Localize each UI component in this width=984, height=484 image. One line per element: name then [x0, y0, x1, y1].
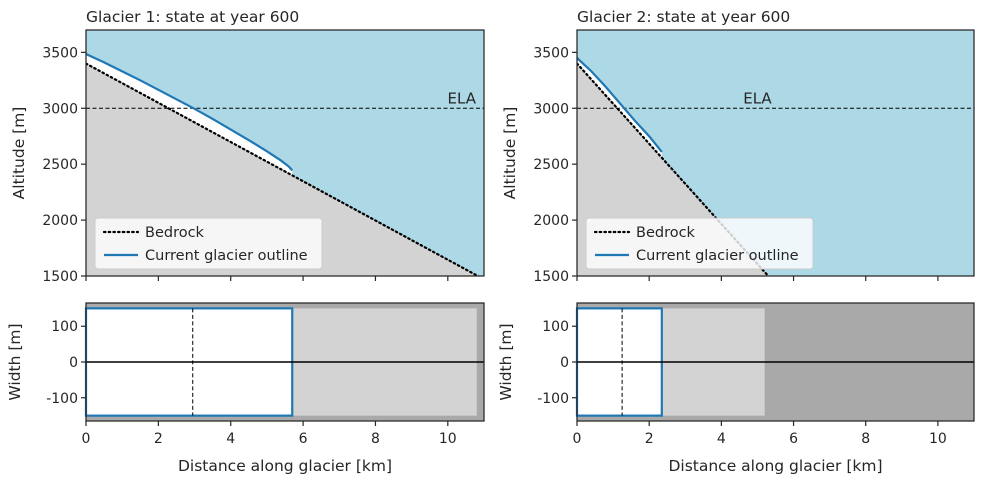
x-axis-label: Distance along glacier [km] [668, 457, 882, 475]
x-tick-label: 6 [789, 431, 798, 447]
x-axis-label: Distance along glacier [km] [178, 457, 392, 475]
bedrock-line [86, 62, 481, 276]
x-tick-label: 10 [439, 431, 457, 447]
y-tick-label: 0 [560, 355, 569, 371]
y-axis-label: Altitude [m] [10, 107, 28, 200]
bedrock-line [577, 62, 770, 276]
y-tick-label: 3000 [42, 101, 78, 117]
x-tick-label: 0 [82, 431, 91, 447]
x-tick-label: 0 [573, 431, 582, 447]
y-axis-label: Width [m] [6, 323, 24, 400]
x-tick-label: 8 [861, 431, 870, 447]
x-tick-label: 8 [371, 431, 380, 447]
legend-glacier-label: Current glacier outline [145, 248, 308, 264]
y-tick-label: 0 [69, 355, 78, 371]
plot-area [577, 30, 974, 276]
y-tick-label: 100 [51, 319, 78, 335]
panel-title: Glacier 2: state at year 600 [577, 8, 790, 26]
glacier-ice-fill [86, 54, 293, 176]
x-tick-label: 2 [154, 431, 163, 447]
y-tick-label: 2000 [42, 213, 78, 229]
panel-title: Glacier 1: state at year 600 [86, 8, 299, 26]
y-tick-label: 3000 [533, 101, 569, 117]
legend-box [585, 217, 814, 270]
legend-box [94, 217, 323, 270]
x-tick-label: 4 [717, 431, 726, 447]
x-tick-label: 4 [226, 431, 235, 447]
y-axis-label: Altitude [m] [501, 107, 519, 200]
legend-glacier-label: Current glacier outline [636, 248, 799, 264]
y-tick-label: 3500 [42, 45, 78, 61]
x-tick-label: 6 [299, 431, 308, 447]
legend-bedrock-label: Bedrock [636, 225, 696, 241]
y-tick-label: 3500 [533, 45, 569, 61]
y-tick-label: 1500 [533, 269, 569, 285]
width-panel-2: -100 0 100 0 2 4 6 8 10 Distance along glacier [k… [497, 302, 975, 475]
ela-label: ELA [448, 89, 477, 107]
y-tick-label: 100 [542, 319, 569, 335]
y-tick-label: -100 [537, 391, 569, 407]
altitude-panel-1: ELA 1500 2000 2500 3000 3500 Glacier 1: state … [10, 8, 485, 285]
legend: Bedrock Current glacier outline [94, 217, 323, 270]
plot-area [86, 30, 484, 276]
y-tick-label: 1500 [42, 269, 78, 285]
y-tick-label: 2500 [42, 157, 78, 173]
altitude-panel-2: ELA 1500 2000 2500 3000 3500 Glacier 2: state … [501, 8, 975, 285]
x-tick-label: 2 [645, 431, 654, 447]
y-tick-label: 2000 [533, 213, 569, 229]
axes-frame [576, 29, 975, 277]
y-tick-label: -100 [46, 391, 78, 407]
x-tick-label: 10 [929, 431, 947, 447]
legend: Bedrock Current glacier outline [585, 217, 814, 270]
glacier-outline-line [577, 57, 663, 153]
width-panel-1: -100 0 100 0 2 4 6 8 10 Distance along glacier [k… [6, 302, 485, 475]
ela-label: ELA [743, 89, 772, 107]
glacier-outline-line [86, 53, 294, 172]
y-axis-label: Width [m] [497, 323, 515, 400]
legend-bedrock-label: Bedrock [145, 225, 205, 241]
y-tick-label: 2500 [533, 157, 569, 173]
axes-frame [85, 29, 485, 277]
